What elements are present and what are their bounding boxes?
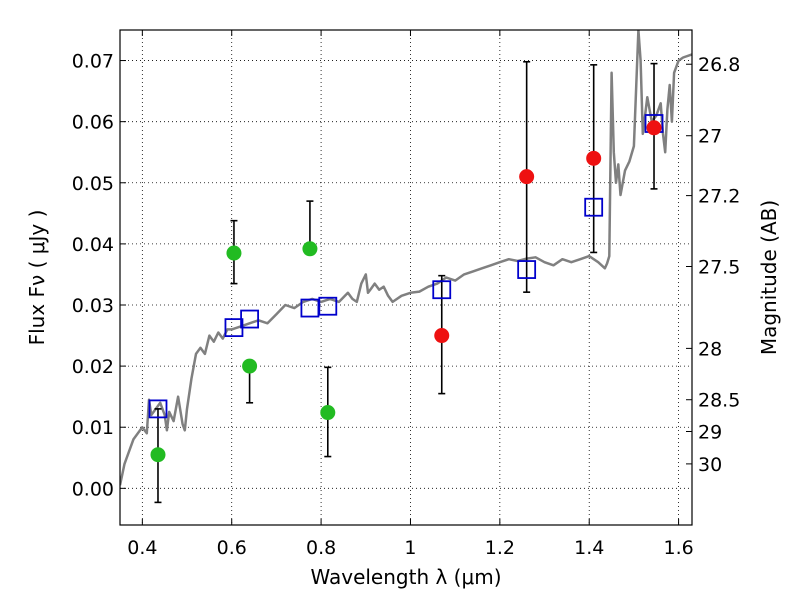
green-detection-point — [150, 447, 166, 463]
right-tick-label: 30 — [698, 454, 722, 476]
green-detection-point — [226, 245, 242, 261]
model-photometry-square — [148, 399, 168, 419]
y-tick-label: 0.03 — [72, 295, 114, 317]
model-photometry-square — [318, 296, 338, 316]
x-tick-label: 0.6 — [217, 537, 247, 559]
y-tick-label: 0.01 — [72, 417, 114, 439]
right-tick-label: 26.8 — [698, 54, 740, 76]
model-photometry-square — [517, 260, 537, 279]
y-tick-label: 0.05 — [72, 173, 114, 195]
right-tick-label: 28.5 — [698, 390, 740, 412]
green-detection-point — [302, 241, 318, 257]
right-tick-label: 28 — [698, 338, 722, 360]
red-detection-point — [646, 120, 662, 136]
x-tick-label: 1 — [404, 537, 416, 559]
x-tick-label: 1.6 — [663, 537, 693, 559]
y-tick-label: 0.07 — [72, 51, 114, 73]
y-tick-label: 0.00 — [72, 478, 114, 500]
x-tick-label: 1.4 — [574, 537, 604, 559]
y-tick-label: 0.02 — [72, 356, 114, 378]
y-axis-label: Flux Fν ( μJy ) — [25, 210, 49, 346]
x-tick-label: 0.4 — [127, 537, 157, 559]
plot-frame — [119, 29, 693, 526]
right-tick-label: 29 — [698, 422, 722, 444]
model-photometry-square — [240, 309, 259, 329]
model-photometry-square — [584, 197, 604, 217]
x-axis-label: Wavelength λ (μm) — [310, 565, 501, 589]
red-detection-point — [434, 328, 450, 344]
x-tick-label: 0.8 — [306, 537, 336, 559]
model-photometry-square — [432, 280, 452, 300]
red-detection-point — [519, 169, 535, 185]
red-detection-point — [586, 150, 602, 166]
right-tick-label: 27 — [698, 126, 722, 148]
green-detection-point — [320, 405, 336, 421]
y-tick-label: 0.04 — [72, 234, 114, 256]
axis-ticks: 0.4 0.6 0.8 1 1.2 1.4 1.6 0.00 0.01 0.02 0.03 0.04 0… — [72, 30, 740, 559]
right-tick-label: 27.2 — [698, 186, 740, 208]
x-tick-label: 1.2 — [485, 537, 515, 559]
plot-series — [120, 30, 692, 504]
green-detection-point — [242, 358, 258, 374]
model-sed-line — [120, 30, 692, 486]
y-tick-label: 0.06 — [72, 112, 114, 134]
y-axis-right-label: Magnitude (AB) — [757, 200, 781, 355]
grid — [120, 30, 692, 525]
right-tick-label: 27.5 — [698, 257, 740, 279]
